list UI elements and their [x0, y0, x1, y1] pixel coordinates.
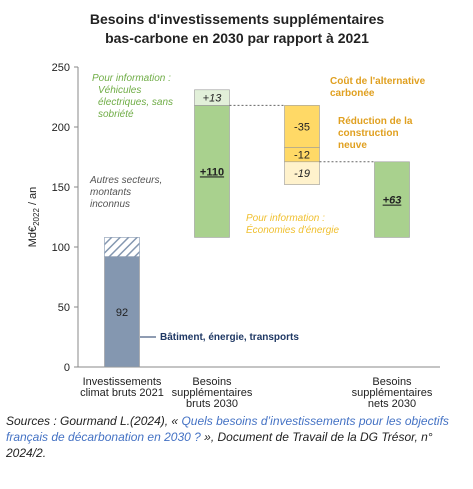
value-label: -12	[294, 150, 310, 162]
annotation-line: carbonée	[330, 88, 375, 99]
annotation-line: Coût de l'alternative	[330, 76, 426, 87]
annotation-line: Pour information :	[246, 213, 325, 224]
x-tick-label: bruts 2030	[186, 398, 238, 410]
chart-title: Besoins d'investissements supplémentaire…	[90, 11, 385, 27]
annotation-line: Réduction de la	[338, 116, 413, 127]
annotation-line: neuve	[338, 140, 367, 151]
source: Sources : Gourmand L.(2024), « Quels bes…	[6, 413, 468, 461]
annotation: Pour information : Véhicules électriques…	[92, 73, 173, 120]
y-label-part: / an	[27, 187, 39, 208]
annotation-line: construction	[338, 128, 399, 139]
bar-segment	[194, 105, 230, 238]
value-label: +13	[203, 93, 223, 105]
value-label: -35	[294, 121, 310, 133]
x-tick-label: Besoins	[192, 376, 232, 388]
x-tick-label: climat bruts 2021	[80, 387, 164, 399]
chart-title: bas-carbone en 2030 par rapport à 2021	[105, 30, 369, 46]
annotation-line: inconnus	[90, 199, 130, 210]
x-tick-label: nets 2030	[368, 398, 416, 410]
value-label: 92	[116, 307, 128, 319]
annotation-line: Véhicules	[98, 85, 141, 96]
value-label: +110	[200, 166, 224, 178]
source-text: Sources : Gourmand L.(2024), «	[6, 414, 182, 428]
annotation-line: Pour information :	[92, 73, 171, 84]
x-tick-label: Besoins	[372, 376, 412, 388]
bar-segment	[194, 89, 230, 106]
y-tick-label: 200	[52, 122, 70, 134]
chart: Besoins d'investissements supplémentaire…	[27, 11, 440, 410]
x-tick-label: Investissements	[83, 376, 162, 388]
annotation-line: électriques, sans	[98, 97, 173, 108]
bar-segment	[104, 237, 140, 257]
x-tick-label: supplémentaires	[172, 387, 253, 399]
annotation-line: Économies d'énergie	[246, 223, 340, 236]
bar-segment	[104, 256, 140, 368]
value-label: +63	[383, 195, 402, 207]
y-label-part: Md€	[27, 226, 39, 247]
bar-segment	[284, 161, 320, 185]
bar-segment	[374, 161, 410, 238]
y-label-part: 2022	[32, 208, 41, 226]
y-tick-label: 150	[52, 182, 70, 194]
annotation-line: sobriété	[98, 109, 134, 120]
annotation: Bâtiment, énergie, transports	[160, 332, 299, 343]
y-axis-label: Md€2022 / an	[27, 187, 41, 248]
annotation-line: montants	[90, 187, 131, 198]
x-tick-label: supplémentaires	[352, 387, 433, 399]
y-tick-label: 0	[64, 362, 70, 374]
source-link[interactable]: Quels besoins d’investissements pour les…	[6, 414, 449, 444]
source-text: », Document de Travail de la DG Trésor, …	[6, 430, 433, 460]
y-tick-label: 50	[58, 302, 70, 314]
y-tick-label: 250	[52, 62, 70, 74]
value-label: -19	[294, 168, 310, 180]
y-tick-label: 100	[52, 242, 70, 254]
annotation-line: Autres secteurs,	[89, 175, 162, 186]
